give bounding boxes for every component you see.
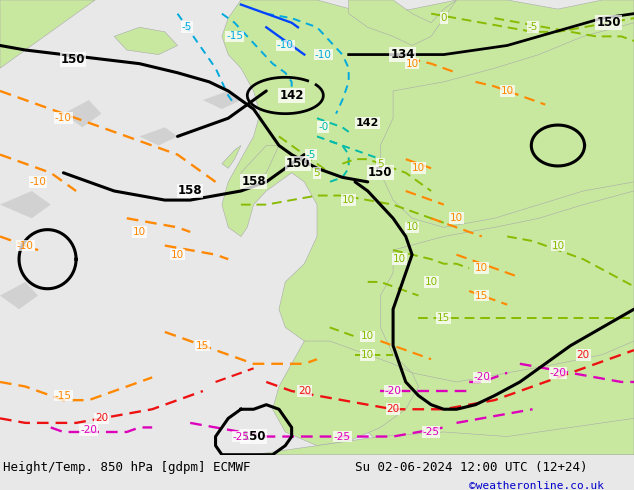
- Text: 5: 5: [314, 168, 320, 178]
- Text: -5: -5: [306, 149, 316, 160]
- Text: 10: 10: [171, 249, 184, 260]
- Polygon shape: [139, 127, 178, 146]
- Text: 10: 10: [133, 227, 146, 237]
- Polygon shape: [349, 0, 456, 46]
- Text: Height/Temp. 850 hPa [gdpm] ECMWF: Height/Temp. 850 hPa [gdpm] ECMWF: [3, 461, 250, 473]
- Polygon shape: [222, 418, 634, 455]
- Text: 20: 20: [95, 414, 108, 423]
- Text: -20: -20: [474, 372, 490, 382]
- Text: -10: -10: [315, 49, 332, 60]
- Polygon shape: [0, 282, 38, 309]
- Text: 15: 15: [437, 313, 450, 323]
- Text: 150: 150: [368, 166, 392, 179]
- Text: -10: -10: [55, 113, 72, 123]
- Text: 150: 150: [242, 430, 266, 443]
- Text: 15: 15: [197, 341, 209, 350]
- Text: 10: 10: [342, 195, 355, 205]
- Text: -25: -25: [233, 432, 249, 441]
- Polygon shape: [380, 191, 634, 382]
- Text: 10: 10: [361, 332, 374, 342]
- Text: -10: -10: [30, 177, 46, 187]
- Text: 10: 10: [361, 350, 374, 360]
- Text: 158: 158: [242, 175, 266, 188]
- Text: 20: 20: [298, 386, 311, 396]
- Text: 5: 5: [377, 159, 384, 169]
- Text: 10: 10: [425, 277, 437, 287]
- Text: 150: 150: [61, 52, 85, 66]
- Text: 10: 10: [450, 213, 463, 223]
- Text: 134: 134: [391, 48, 415, 61]
- Text: 10: 10: [552, 241, 564, 250]
- Text: 0: 0: [441, 13, 447, 23]
- Text: 10: 10: [476, 263, 488, 273]
- Text: -0: -0: [318, 122, 328, 132]
- Polygon shape: [114, 27, 178, 54]
- Text: 158: 158: [178, 184, 202, 197]
- Polygon shape: [380, 23, 634, 227]
- Polygon shape: [222, 146, 241, 168]
- Text: 20: 20: [577, 350, 590, 360]
- Text: 142: 142: [356, 118, 379, 128]
- Polygon shape: [241, 146, 279, 182]
- Text: 10: 10: [406, 59, 418, 69]
- Text: -25: -25: [423, 427, 439, 437]
- Text: -10: -10: [17, 241, 34, 250]
- Text: -15: -15: [55, 391, 72, 401]
- Text: 15: 15: [476, 291, 488, 300]
- Text: 10: 10: [393, 254, 406, 264]
- Polygon shape: [203, 91, 241, 109]
- Text: -20: -20: [385, 386, 401, 396]
- Text: -20: -20: [81, 425, 97, 435]
- Text: 10: 10: [406, 222, 418, 232]
- Polygon shape: [0, 0, 95, 68]
- Text: 10: 10: [412, 163, 425, 173]
- Text: ©weatheronline.co.uk: ©weatheronline.co.uk: [469, 481, 604, 490]
- Text: Su 02-06-2024 12:00 UTC (12+24): Su 02-06-2024 12:00 UTC (12+24): [355, 461, 588, 473]
- Text: -20: -20: [550, 368, 566, 378]
- Text: 150: 150: [597, 16, 621, 29]
- Text: 142: 142: [280, 89, 304, 102]
- Polygon shape: [63, 100, 101, 127]
- Text: 20: 20: [387, 404, 399, 414]
- Text: -5: -5: [182, 22, 192, 32]
- Polygon shape: [0, 191, 51, 218]
- Text: -5: -5: [527, 22, 538, 32]
- Text: 10: 10: [501, 86, 514, 96]
- Text: 150: 150: [286, 157, 310, 170]
- Text: -15: -15: [226, 31, 243, 41]
- Polygon shape: [222, 0, 634, 455]
- Text: -25: -25: [334, 432, 351, 441]
- Polygon shape: [273, 341, 418, 445]
- Text: -10: -10: [277, 41, 294, 50]
